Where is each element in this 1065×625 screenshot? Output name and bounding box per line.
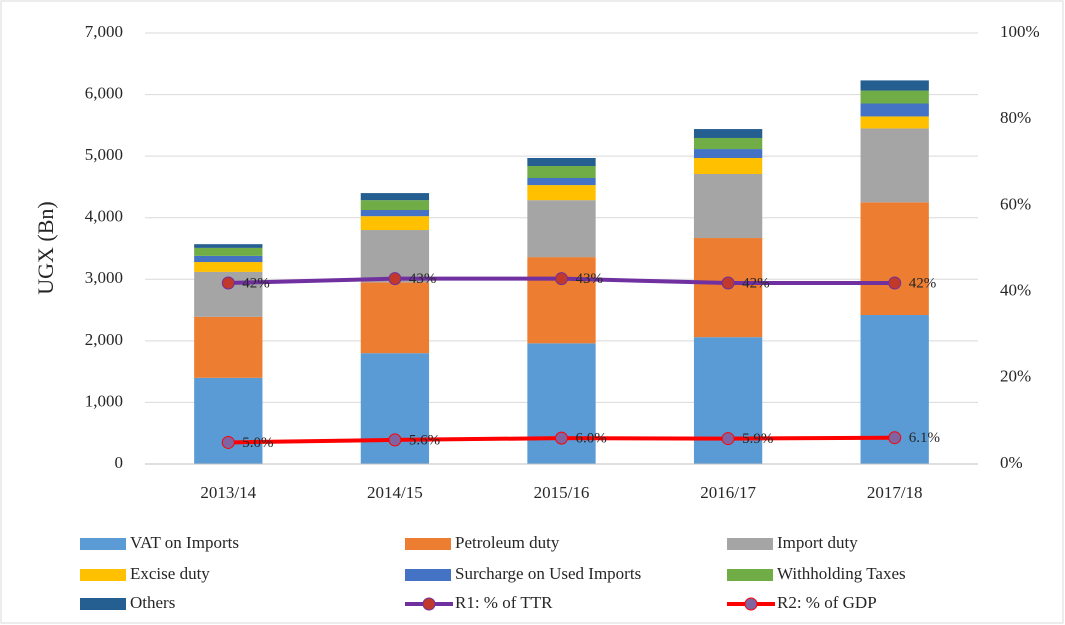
bar-segment bbox=[194, 262, 263, 272]
data-label: 6.0% bbox=[576, 431, 607, 447]
legend-swatch bbox=[727, 538, 773, 550]
bar-segment bbox=[693, 157, 763, 174]
data-label: 5.6% bbox=[409, 432, 440, 448]
bar-segment bbox=[860, 80, 929, 91]
line-marker bbox=[388, 433, 402, 447]
x-tick-label: 2016/17 bbox=[700, 483, 756, 502]
x-tick-label: 2017/18 bbox=[867, 483, 923, 502]
legend-label: VAT on Imports bbox=[130, 533, 239, 552]
y-tick-label: 2,000 bbox=[85, 330, 123, 349]
legend-label: Withholding Taxes bbox=[777, 564, 906, 583]
line-marker bbox=[888, 431, 902, 445]
bar-segment bbox=[860, 90, 929, 104]
bar-segment bbox=[693, 137, 763, 150]
y2-tick-label: 80% bbox=[1000, 108, 1031, 127]
bar-segment bbox=[860, 116, 929, 129]
bar-segment bbox=[360, 193, 430, 201]
bar-segment bbox=[860, 128, 929, 203]
data-label: 42% bbox=[742, 275, 770, 291]
y2-tick-label: 100% bbox=[1000, 22, 1040, 41]
data-label: 6.1% bbox=[909, 430, 940, 446]
bar-segment bbox=[194, 316, 263, 378]
bar-segment bbox=[527, 165, 596, 179]
bar-segment bbox=[527, 257, 596, 344]
bar-segment bbox=[527, 157, 596, 166]
bar-segment bbox=[360, 210, 430, 217]
y-tick-label: 1,000 bbox=[85, 391, 123, 410]
data-label: 5.9% bbox=[742, 431, 773, 447]
line-marker bbox=[555, 431, 568, 445]
legend-swatch bbox=[80, 598, 126, 610]
data-label: 43% bbox=[409, 271, 437, 287]
x-tick-label: 2015/16 bbox=[534, 483, 590, 502]
legend-swatch bbox=[727, 569, 773, 581]
y2-tick-label: 20% bbox=[1000, 367, 1031, 386]
x-tick-label: 2014/15 bbox=[367, 483, 423, 502]
bar-segment bbox=[194, 377, 263, 464]
bar-segment bbox=[527, 200, 596, 258]
legend-label: Surcharge on Used Imports bbox=[455, 564, 641, 583]
y2-tick-label: 0% bbox=[1000, 453, 1023, 472]
legend-marker bbox=[422, 597, 436, 611]
legend-label: Others bbox=[130, 593, 175, 612]
bar-segment bbox=[693, 129, 763, 138]
bar-segment bbox=[527, 185, 596, 201]
legend-label: R1: % of TTR bbox=[455, 593, 553, 612]
data-label: 42% bbox=[242, 275, 269, 291]
data-label: 5.0% bbox=[242, 435, 273, 451]
legend-swatch bbox=[405, 569, 451, 581]
bar-segment bbox=[860, 103, 929, 117]
y-tick-label: 5,000 bbox=[85, 145, 123, 164]
line-marker bbox=[555, 272, 568, 286]
legend-label: Excise duty bbox=[130, 564, 210, 583]
bar-segment bbox=[194, 255, 263, 263]
line-marker bbox=[888, 276, 902, 290]
legend-label: R2: % of GDP bbox=[777, 593, 877, 612]
y-tick-label: 7,000 bbox=[85, 22, 123, 41]
bar-segment bbox=[194, 244, 263, 248]
bar-segment bbox=[360, 200, 430, 211]
y-axis-label: UGX (Bn) bbox=[33, 201, 58, 295]
line-marker bbox=[388, 272, 402, 286]
bar-segment bbox=[527, 178, 596, 186]
bar-segment bbox=[693, 173, 763, 239]
legend-swatch bbox=[80, 538, 126, 550]
bar-segment bbox=[360, 282, 430, 354]
y-tick-label: 3,000 bbox=[85, 268, 123, 287]
line-marker bbox=[221, 435, 235, 449]
y2-tick-label: 60% bbox=[1000, 194, 1031, 213]
bar-segment bbox=[860, 202, 929, 315]
line-marker bbox=[721, 276, 735, 290]
legend-marker bbox=[744, 597, 758, 611]
line-marker bbox=[221, 276, 235, 290]
line-marker bbox=[721, 432, 735, 446]
legend-swatch bbox=[405, 538, 451, 550]
x-tick-label: 2013/14 bbox=[200, 483, 256, 502]
y-tick-label: 0 bbox=[115, 453, 124, 472]
legend-label: Petroleum duty bbox=[455, 533, 560, 552]
data-label: 43% bbox=[576, 271, 604, 287]
legend-swatch bbox=[80, 569, 126, 581]
y2-tick-label: 40% bbox=[1000, 281, 1031, 300]
bar-segment bbox=[693, 149, 763, 158]
legend-label: Import duty bbox=[777, 533, 858, 552]
y-tick-label: 4,000 bbox=[85, 207, 123, 226]
data-label: 42% bbox=[909, 275, 937, 291]
bar-segment bbox=[360, 216, 430, 231]
y-tick-label: 6,000 bbox=[85, 83, 123, 102]
bar-segment bbox=[194, 247, 263, 256]
